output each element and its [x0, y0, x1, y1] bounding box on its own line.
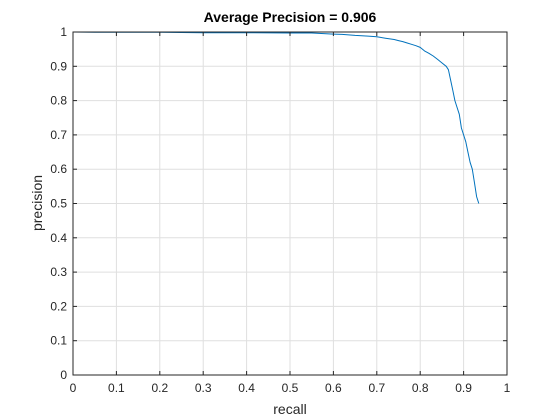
y-tick-label: 1 — [60, 25, 67, 39]
x-axis-ticks: 0 0.1 0.2 0.3 0.4 0.5 0.6 0.7 0.8 0.9 1 — [70, 32, 511, 395]
y-axis-ticks: 0 0.1 0.2 0.3 0.4 0.5 0.6 0.7 0.8 0.9 1 — [50, 25, 507, 382]
y-tick-label: 0.3 — [50, 265, 67, 279]
x-tick-label: 0.1 — [108, 381, 125, 395]
y-tick-label: 0.9 — [50, 59, 67, 73]
y-tick-label: 0.1 — [50, 334, 67, 348]
x-tick-label: 0 — [70, 381, 77, 395]
chart-title: Average Precision = 0.906 — [204, 9, 377, 25]
x-tick-label: 0.5 — [282, 381, 299, 395]
y-tick-label: 0.6 — [50, 162, 67, 176]
x-tick-label: 1 — [504, 381, 511, 395]
y-tick-label: 0.4 — [50, 231, 67, 245]
x-tick-label: 0.2 — [151, 381, 168, 395]
x-tick-label: 0.9 — [455, 381, 472, 395]
y-tick-label: 0 — [60, 368, 67, 382]
y-tick-label: 0.7 — [50, 128, 67, 142]
y-axis-label: precision — [29, 175, 45, 231]
x-tick-label: 0.7 — [368, 381, 385, 395]
x-tick-label: 0.4 — [238, 381, 255, 395]
x-axis-label: recall — [273, 401, 306, 417]
x-tick-label: 0.3 — [195, 381, 212, 395]
y-tick-label: 0.5 — [50, 197, 67, 211]
y-tick-label: 0.2 — [50, 299, 67, 313]
x-tick-label: 0.8 — [412, 381, 429, 395]
curve-layer — [72, 31, 480, 204]
y-tick-label: 0.8 — [50, 94, 67, 108]
precision-recall-curve — [72, 31, 480, 204]
x-tick-label: 0.6 — [325, 381, 342, 395]
